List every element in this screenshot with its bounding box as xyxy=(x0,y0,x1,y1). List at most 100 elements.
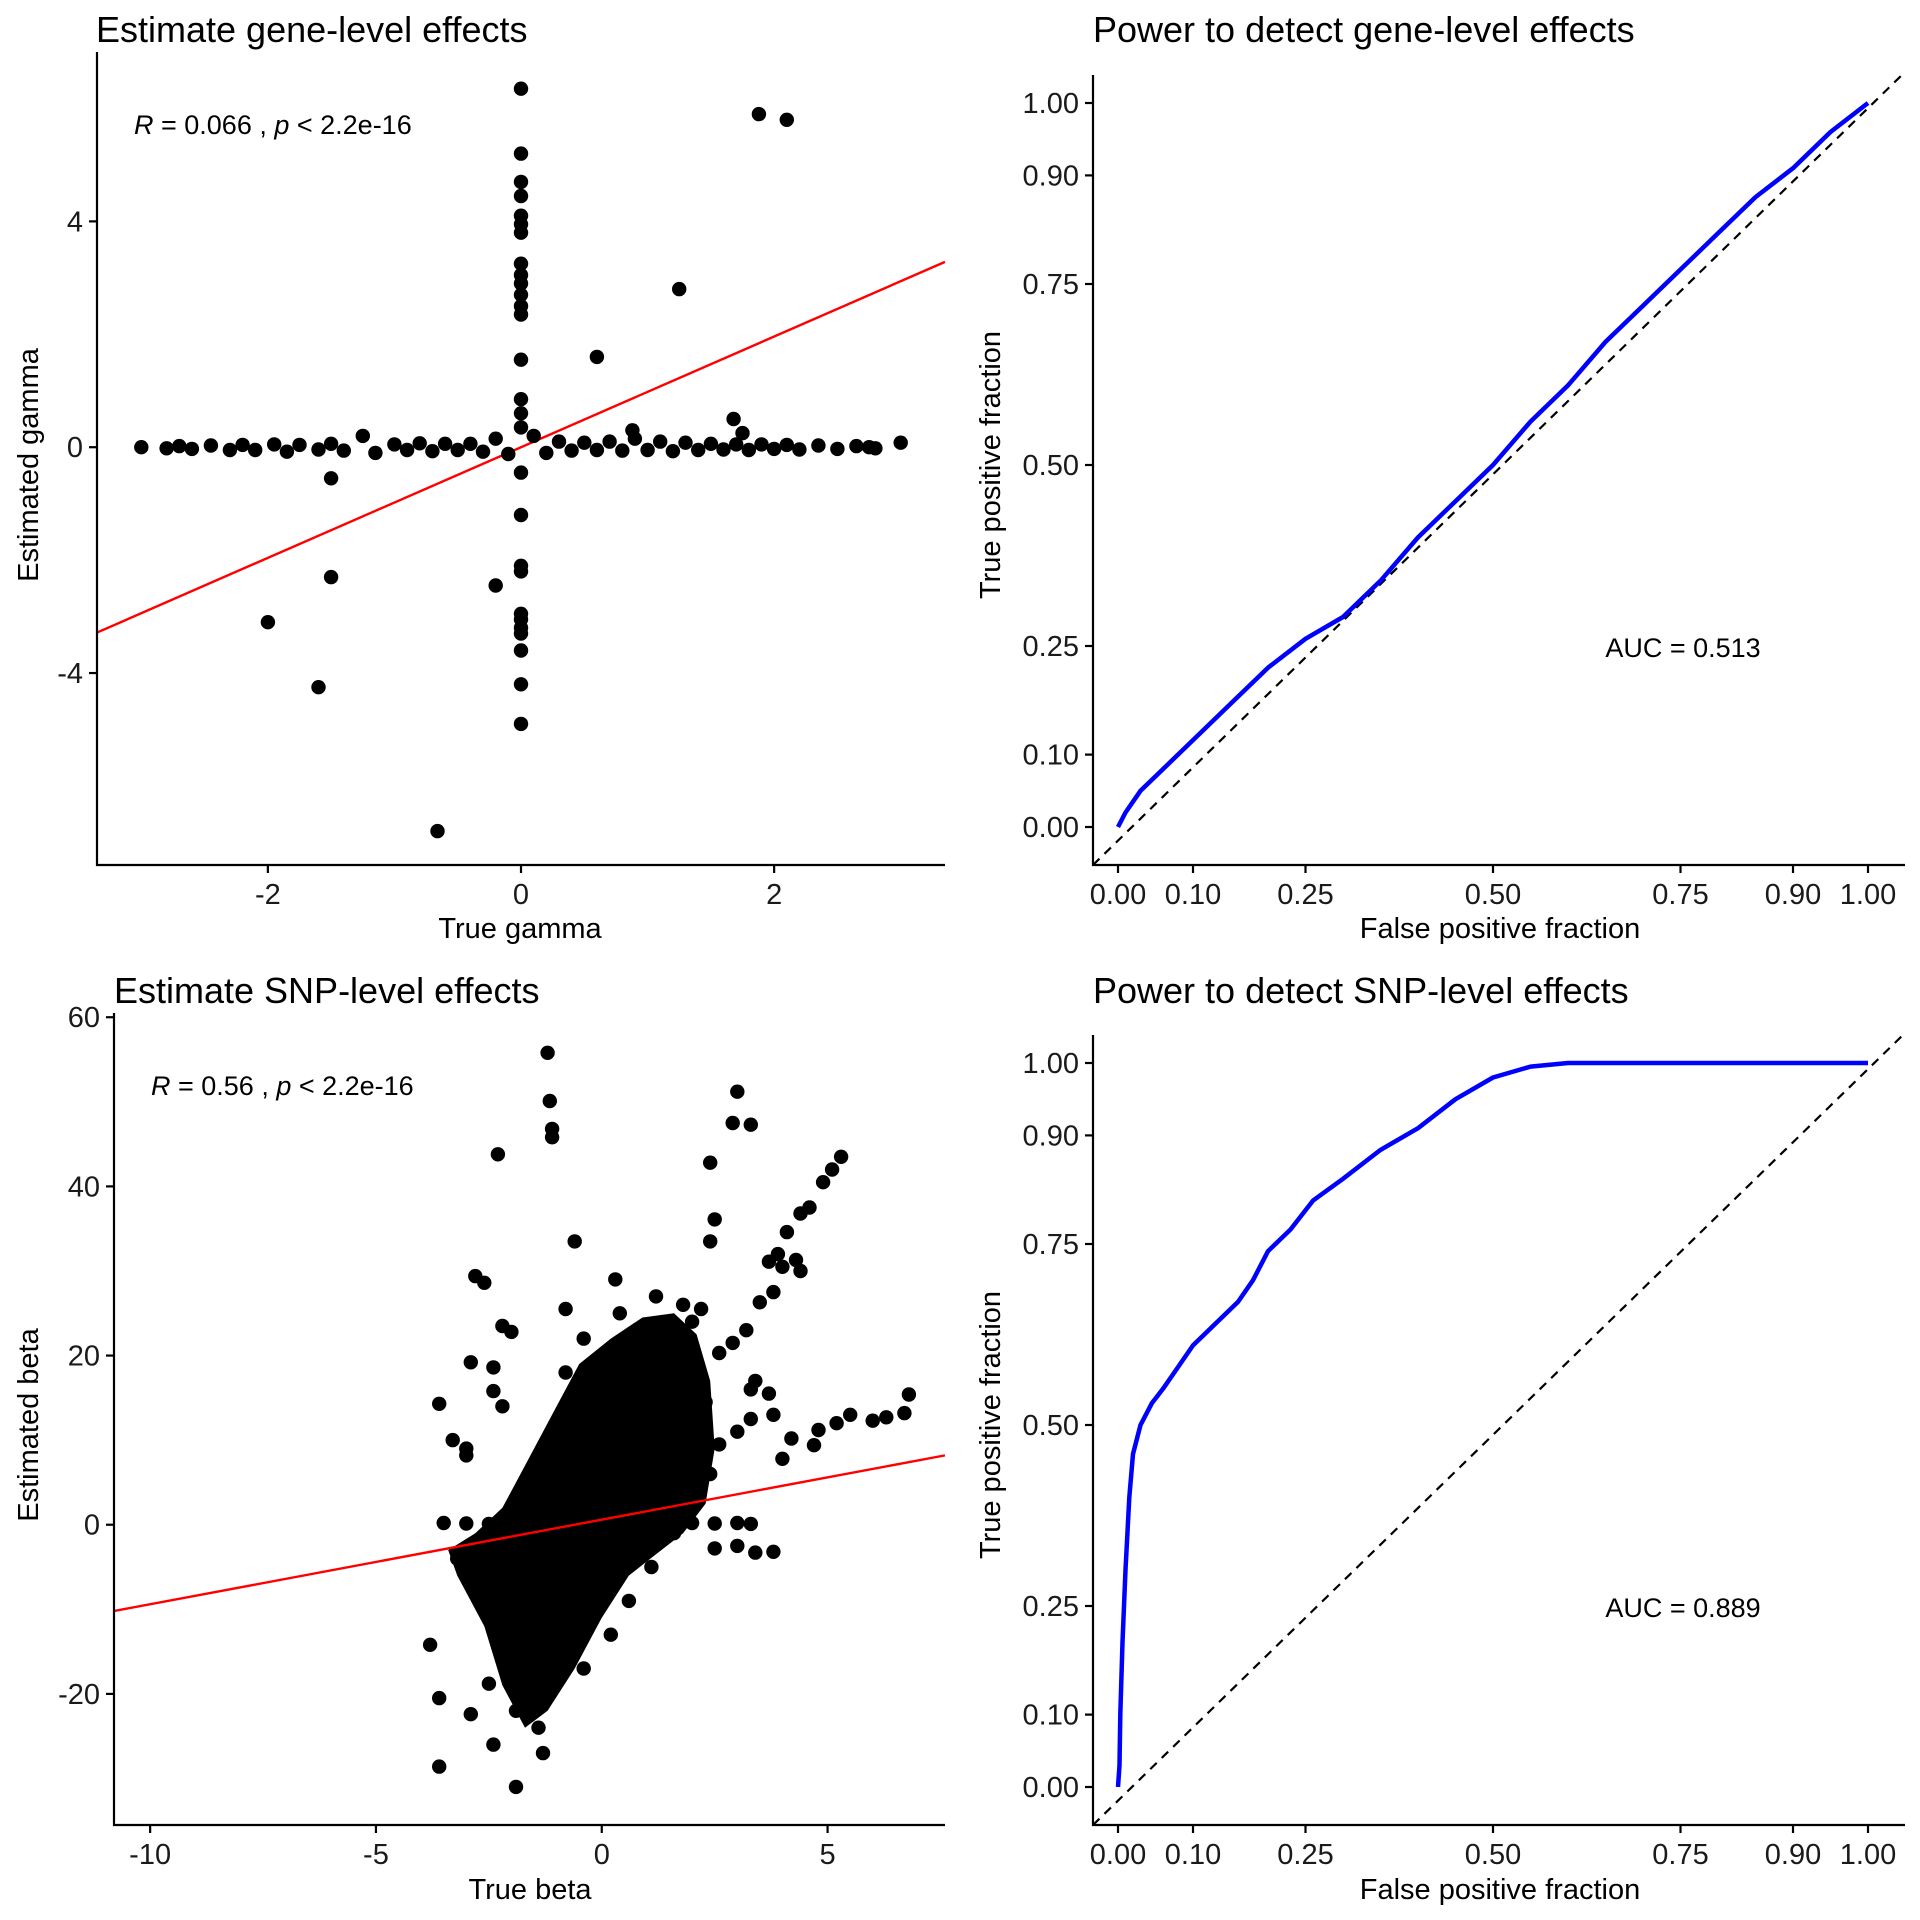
x-tick-label: 0.90 xyxy=(1765,879,1821,911)
y-tick-label: 20 xyxy=(68,1341,100,1373)
data-point xyxy=(672,281,687,297)
data-point xyxy=(486,1737,501,1752)
data-point xyxy=(184,441,200,457)
data-point xyxy=(707,1212,722,1227)
data-point xyxy=(355,428,370,444)
data-point xyxy=(475,444,491,459)
data-point xyxy=(806,1438,822,1453)
data-point xyxy=(531,1492,546,1507)
data-point xyxy=(729,437,744,452)
correlation-annotation: R = 0.066 , p < 2.2e-16 xyxy=(134,110,412,140)
data-point xyxy=(539,445,554,461)
y-tick-label: 0.10 xyxy=(1023,740,1079,772)
p-value: < 2.2e-16 xyxy=(289,110,411,140)
data-point xyxy=(540,1045,555,1061)
x-tick-label: 0.00 xyxy=(1090,879,1146,911)
data-point xyxy=(323,436,339,451)
r-label: R xyxy=(151,1071,171,1101)
x-tick-label: 1.00 xyxy=(1840,879,1896,911)
data-point xyxy=(248,442,263,458)
x-tick-label: 0 xyxy=(513,879,529,911)
snp-effects-scatter-panel: Estimate SNP-level effects -10 -5 0 5 -20 0 2… xyxy=(13,970,946,1906)
data-point xyxy=(726,411,741,427)
panel-title: Power to detect gene-level effects xyxy=(1093,9,1635,50)
data-point xyxy=(621,1449,637,1465)
x-axis-title: True gamma xyxy=(438,913,602,945)
x-tick-label: -10 xyxy=(129,1839,171,1871)
y-tick-label: 0.50 xyxy=(1023,1410,1079,1442)
data-point xyxy=(703,1466,718,1482)
data-point xyxy=(735,425,750,441)
data-point xyxy=(513,406,529,421)
data-point xyxy=(811,1422,826,1438)
data-point xyxy=(513,81,529,96)
data-point xyxy=(522,1602,537,1617)
data-point xyxy=(504,1619,519,1634)
data-point xyxy=(531,1720,546,1735)
data-point xyxy=(707,1541,722,1556)
data-point xyxy=(564,443,579,458)
points-group xyxy=(134,81,908,839)
y-axis-title: Estimated beta xyxy=(13,1327,45,1521)
axes xyxy=(1091,75,1905,867)
data-point xyxy=(399,442,415,458)
data-point xyxy=(450,1551,465,1566)
y-tick-label: 0.25 xyxy=(1023,631,1079,663)
data-point xyxy=(640,442,655,458)
data-point xyxy=(665,444,681,459)
data-point xyxy=(412,436,427,451)
panel-title: Estimate gene-level effects xyxy=(96,9,528,50)
data-point xyxy=(589,442,605,458)
axes xyxy=(1091,1035,1905,1827)
data-point xyxy=(459,1448,474,1463)
data-point xyxy=(793,1206,808,1221)
data-point xyxy=(495,1399,510,1414)
data-point xyxy=(748,1545,763,1560)
y-ticks: -4 0 4 xyxy=(57,206,97,690)
data-point xyxy=(368,445,383,461)
data-point xyxy=(893,435,908,450)
data-point xyxy=(576,1661,591,1676)
data-point xyxy=(779,1224,795,1240)
r-value: = 0.066 , xyxy=(154,110,275,140)
data-point xyxy=(741,442,756,458)
data-point xyxy=(513,420,529,435)
data-point xyxy=(267,437,282,452)
auc-annotation: AUC = 0.513 xyxy=(1605,633,1760,663)
y-tick-label: 0.10 xyxy=(1023,1700,1079,1732)
y-tick-label: 1.00 xyxy=(1023,88,1079,120)
data-point xyxy=(779,112,794,128)
data-point xyxy=(761,1386,777,1401)
data-point xyxy=(477,1275,492,1291)
data-point xyxy=(585,1500,600,1516)
data-point xyxy=(463,1707,478,1722)
data-point xyxy=(450,442,465,458)
y-tick-label: -4 xyxy=(57,658,83,690)
data-point xyxy=(594,1568,609,1583)
y-tick-label: 0 xyxy=(84,1510,100,1542)
data-point xyxy=(488,431,503,446)
data-point xyxy=(849,438,864,454)
y-axis-title: True positive fraction xyxy=(975,331,1007,599)
data-point xyxy=(730,1515,745,1531)
data-point xyxy=(779,437,794,453)
data-point xyxy=(558,1640,573,1655)
data-point xyxy=(513,677,529,692)
data-point xyxy=(766,1284,781,1300)
x-tick-label: 0.25 xyxy=(1277,879,1333,911)
data-point xyxy=(436,1515,451,1531)
data-point xyxy=(901,1387,917,1402)
p-label: p xyxy=(275,1071,291,1101)
data-point xyxy=(513,507,529,523)
x-tick-label: 0.10 xyxy=(1165,879,1221,911)
y-tick-label: 40 xyxy=(68,1171,100,1203)
data-point xyxy=(675,1297,691,1313)
x-tick-label: -2 xyxy=(255,879,281,911)
data-point xyxy=(549,1466,564,1482)
data-point xyxy=(815,1175,831,1190)
data-point xyxy=(172,438,187,454)
data-point xyxy=(567,1441,582,1456)
data-point xyxy=(235,437,250,453)
data-point xyxy=(504,1516,519,1531)
r-value: = 0.56 , xyxy=(171,1071,277,1101)
